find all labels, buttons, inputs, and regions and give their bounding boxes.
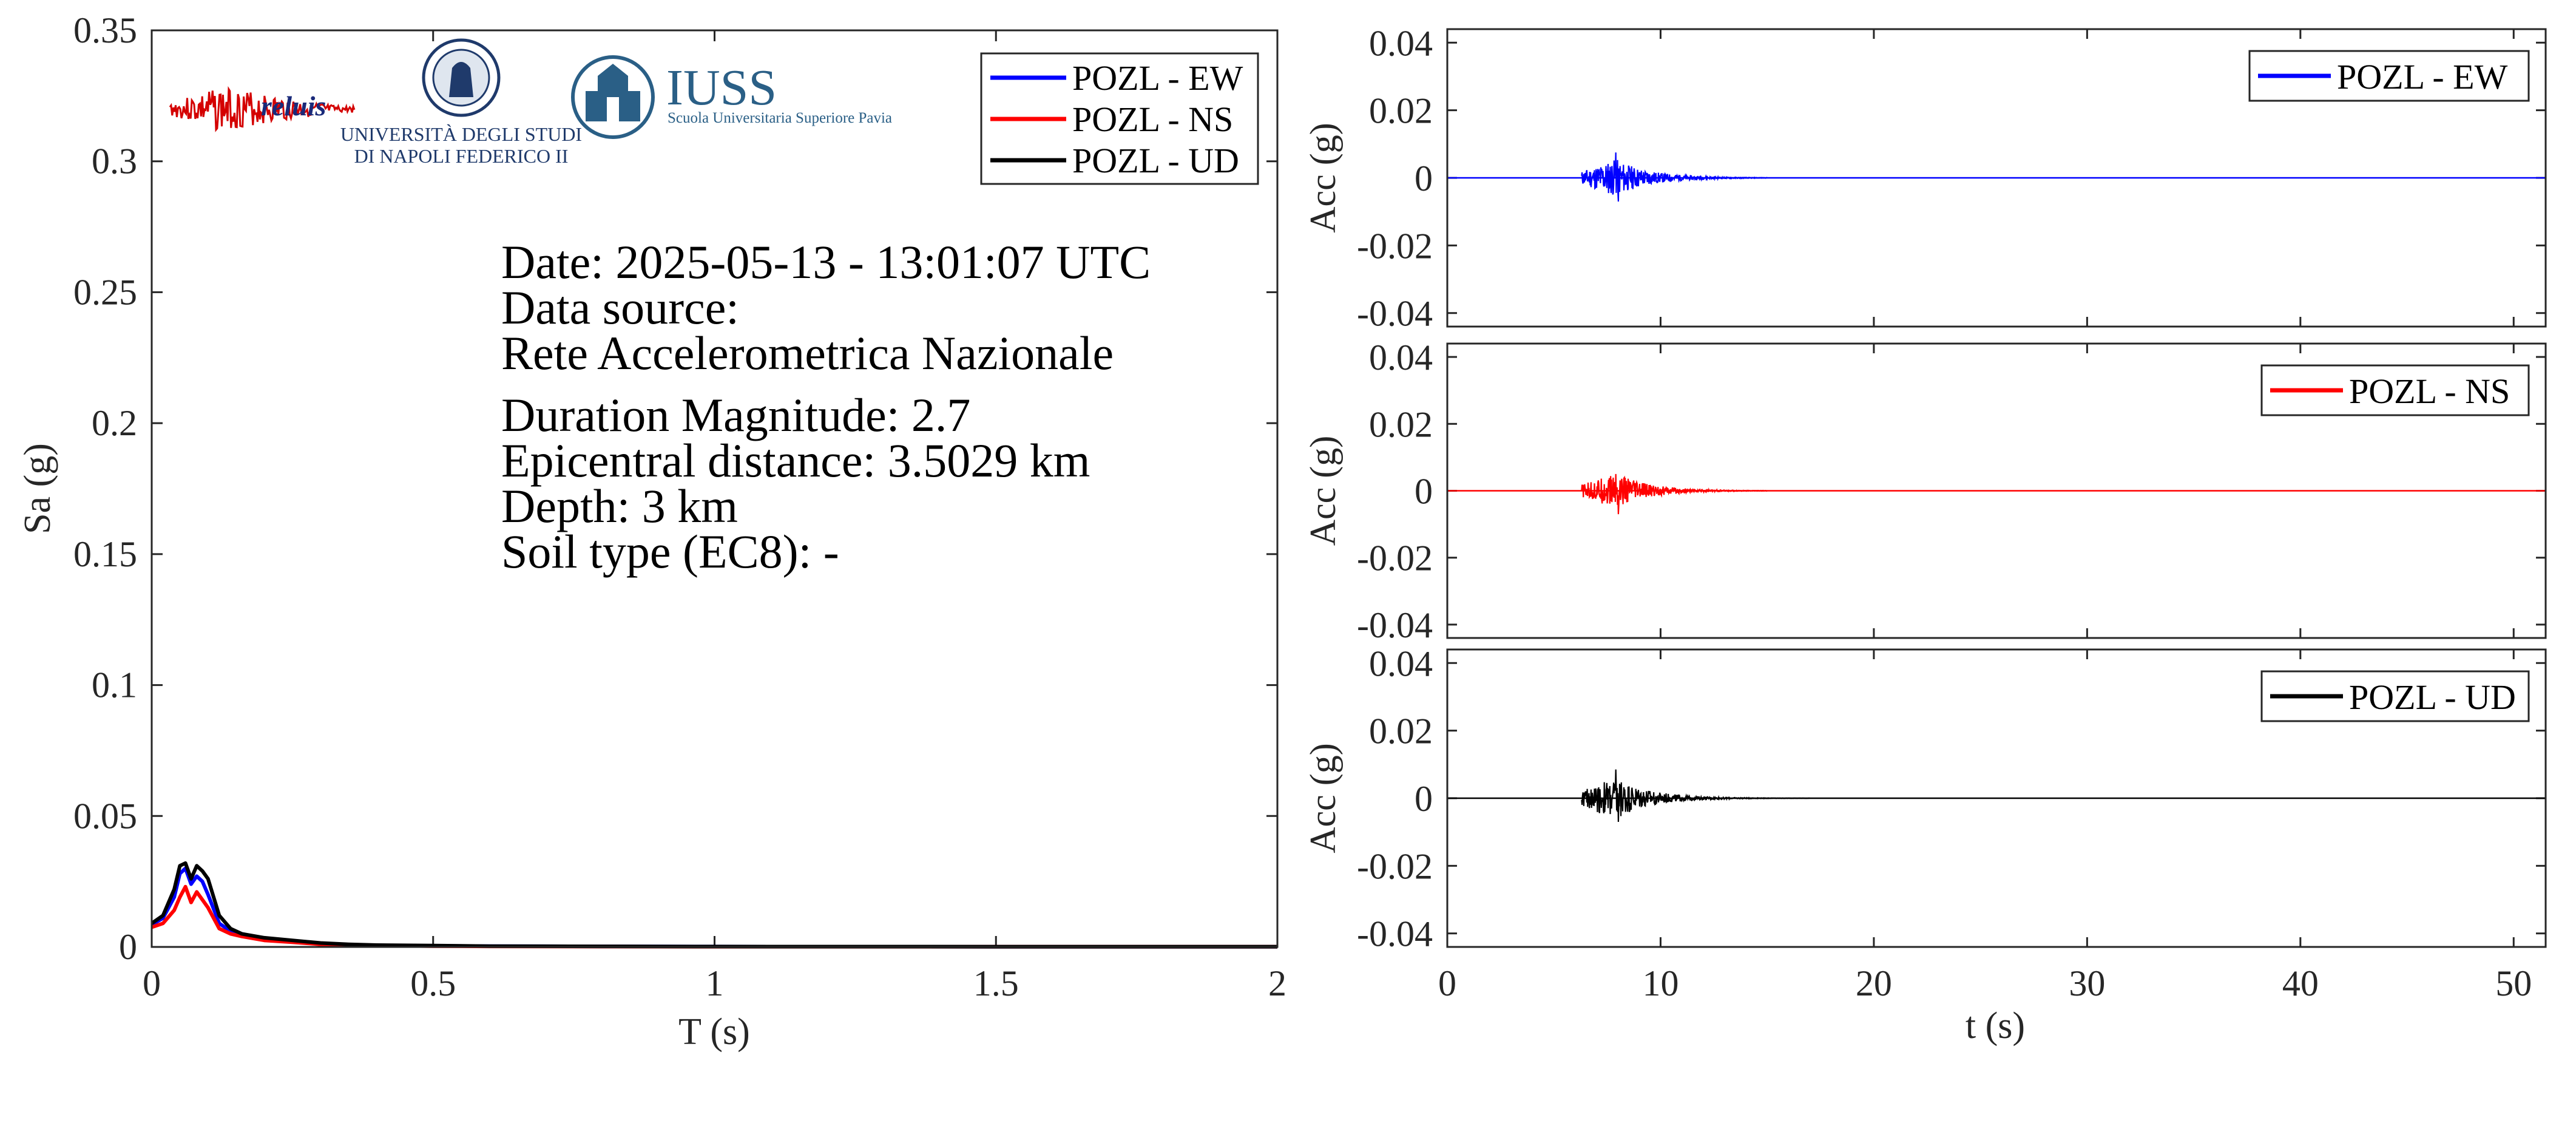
accelerogram-xtick-label: 0	[1438, 963, 1456, 1003]
data-source-value: Rete Accelerometrica Nazionale	[501, 327, 1114, 379]
accelerogram-ytick-label: -0.02	[1357, 226, 1433, 266]
accelerogram-ylabel: Acc (g)	[1303, 436, 1343, 546]
accelerogram-trace	[1581, 473, 1768, 515]
accelerogram-ns-chart: -0.04 -0.02 0 0.02 0.04 Acc (g) POZL - NS	[1303, 337, 2547, 645]
accelerogram-ytick-label: -0.02	[1357, 846, 1433, 886]
legend-label-ew: POZL - EW	[1072, 58, 1243, 98]
accelerogram-trace	[1581, 152, 1768, 202]
accelerogram-ytick-label: 0	[1415, 158, 1433, 198]
accelerogram-legend-label: POZL - UD	[2349, 677, 2516, 717]
accelerogram-ew-chart: -0.04 -0.02 0 0.02 0.04 Acc (g) POZL - EW	[1303, 23, 2547, 334]
epicentral-distance: Epicentral distance: 3.5029 km	[501, 434, 1090, 487]
data-source-label: Data source:	[501, 281, 739, 334]
spectrum-axes-box	[150, 29, 1279, 948]
accelerogram-ytick-label: -0.04	[1357, 605, 1433, 645]
accelerogram-ytick-label: 0	[1415, 779, 1433, 819]
unina-logo-line2: DI NAPOLI FEDERICO II	[354, 145, 569, 167]
spectrum-legend: POZL - EW POZL - NS POZL - UD	[980, 52, 1259, 185]
reluis-logo-text: reluis	[261, 90, 326, 121]
event-info: Date: 2025-05-13 - 13:01:07 UTC Data sou…	[501, 236, 1151, 578]
accelerogram-ytick-label: 0.02	[1369, 711, 1433, 751]
spectrum-xtick-label: 0	[143, 963, 161, 1003]
accelerogram-ylabel: Acc (g)	[1303, 743, 1343, 853]
accelerogram-ytick-label: 0.02	[1369, 91, 1433, 131]
reluis-logo: reluis	[169, 86, 356, 132]
iuss-emblem-icon	[571, 55, 655, 139]
accelerogram-xtick-label: 30	[2069, 963, 2105, 1003]
soil-type: Soil type (EC8): -	[501, 525, 839, 578]
iuss-building-window-icon	[607, 97, 619, 121]
spectrum-ytick-label: 0.15	[73, 534, 137, 574]
spectrum-ytick-label: 0.35	[73, 10, 137, 50]
spectrum-chart: 0 0.05 0.1 0.15 0.2 0.25 0.3 0.35 0 0.5 1 1.5 2 T (…	[17, 10, 1286, 1053]
reluis-signal-icon	[169, 86, 356, 132]
accelerogram-ytick-label: 0.04	[1369, 23, 1433, 63]
spectrum-ytick-label: 0.1	[92, 665, 137, 705]
spectrum-ytick-labels: 0 0.05 0.1 0.15 0.2 0.25 0.3 0.35	[73, 10, 137, 967]
legend-label-ns: POZL - NS	[1072, 100, 1233, 139]
accelerogram-axes-box	[1446, 342, 2547, 639]
spectrum-xtick-labels: 0 0.5 1 1.5 2	[143, 963, 1286, 1003]
accelerogram-legend-label: POZL - NS	[2349, 371, 2510, 411]
spectrum-ylabel: Sa (g)	[17, 443, 58, 534]
accelerogram-trace	[1581, 769, 1810, 822]
accelerogram-axes-box	[1446, 648, 2547, 948]
unina-seal-figure-icon	[449, 62, 473, 97]
accelerogram-ytick-label: -0.02	[1357, 538, 1433, 578]
spectrum-xtick-label: 2	[1268, 963, 1286, 1003]
spectrum-xtick-label: 1	[706, 963, 724, 1003]
spectrum-series	[150, 861, 1277, 949]
accelerogram-ytick-label: 0.04	[1369, 337, 1433, 378]
unina-logo: UNIVERSITÀ DEGLI STUDI DI NAPOLI FEDERIC…	[340, 38, 582, 167]
spectrum-xtick-label: 1.5	[973, 963, 1019, 1003]
event-date: Date: 2025-05-13 - 13:01:07 UTC	[501, 236, 1151, 288]
accelerogram-xtick-label: 40	[2282, 963, 2319, 1003]
hypocentral-depth: Depth: 3 km	[501, 480, 738, 532]
accelerogram-ytick-label: 0	[1415, 472, 1433, 512]
iuss-logo-subtitle: Scuola Universitaria Superiore Pavia	[668, 110, 892, 126]
spectrum-ytick-label: 0.25	[73, 272, 137, 312]
accelerogram-legend-label: POZL - EW	[2337, 57, 2508, 97]
accelerogram-ytick-label: -0.04	[1357, 294, 1433, 334]
iuss-building-icon	[586, 64, 640, 121]
unina-logo-line1: UNIVERSITÀ DEGLI STUDI	[340, 123, 582, 145]
accelerogram-ytick-label: 0.04	[1369, 643, 1433, 683]
accelerogram-xtick-label: 20	[1856, 963, 1892, 1003]
iuss-logo-title: IUSS	[666, 59, 777, 116]
unina-seal-icon	[422, 38, 501, 117]
accelerogram-ytick-label: -0.04	[1357, 914, 1433, 954]
spectrum-ytick-label: 0.05	[73, 796, 137, 836]
spectrum-series-line	[150, 866, 1277, 949]
accelerogram-axes-box	[1446, 28, 2547, 328]
accelerogram-ytick-label: 0.02	[1369, 404, 1433, 444]
spectrum-xlabel: T (s)	[678, 1011, 750, 1053]
spectrum-ytick-label: 0.2	[92, 403, 137, 443]
accelerogram-xlabel: t (s)	[1966, 1005, 2025, 1046]
spectrum-xtick-label: 0.5	[410, 963, 456, 1003]
iuss-logo: IUSS Scuola Universitaria Superiore Pavi…	[571, 55, 892, 139]
accelerogram-ylabel: Acc (g)	[1303, 123, 1343, 233]
accelerogram-xtick-label: 50	[2495, 963, 2532, 1003]
spectrum-ytick-label: 0.3	[92, 141, 137, 181]
spectrum-ytick-label: 0	[119, 927, 137, 967]
spectrum-series-line	[150, 861, 1277, 949]
duration-magnitude: Duration Magnitude: 2.7	[501, 388, 970, 441]
accelerogram-ud-chart: -0.04 -0.02 0 0.02 0.04 0 10 20 30 40 50 Acc (g) t (…	[1303, 643, 2547, 1046]
accelerogram-xtick-label: 10	[1642, 963, 1678, 1003]
legend-label-ud: POZL - UD	[1072, 141, 1239, 180]
